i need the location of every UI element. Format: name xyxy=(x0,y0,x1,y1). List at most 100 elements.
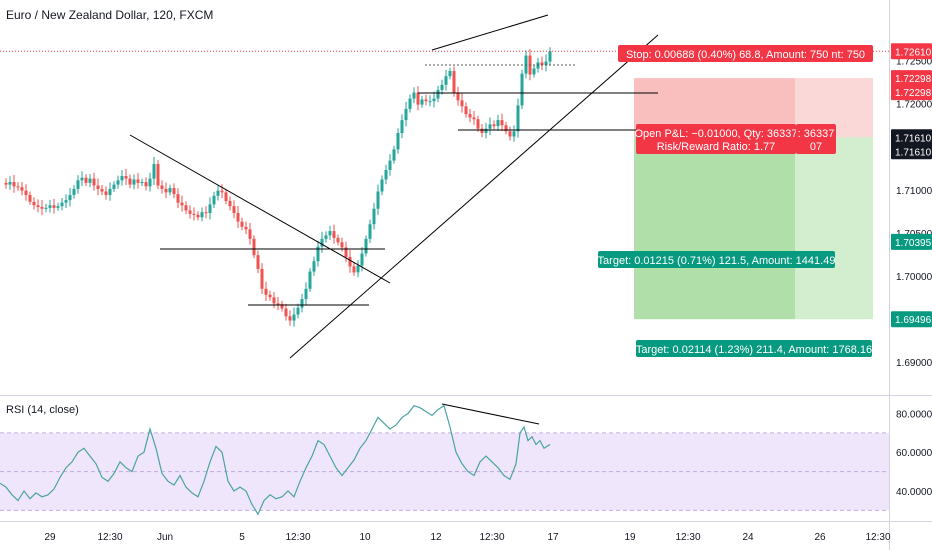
candle-body xyxy=(200,212,204,218)
candle-body xyxy=(292,314,296,321)
candle-body xyxy=(476,119,480,129)
price-marker-label: 1.70395 xyxy=(895,238,932,249)
time-tick-label: 17 xyxy=(547,532,559,543)
candle-body xyxy=(412,92,416,99)
time-tick-label: 12:30 xyxy=(97,532,122,543)
candle-body xyxy=(444,76,448,85)
time-tick-label: 5 xyxy=(239,532,245,543)
candle-body xyxy=(408,98,412,109)
candle-body xyxy=(244,226,248,230)
candle-body xyxy=(24,190,28,195)
candle-body xyxy=(136,179,140,183)
candle-body xyxy=(308,271,312,289)
time-tick-label: 10 xyxy=(359,532,371,543)
candle-body xyxy=(36,205,40,207)
candle-body xyxy=(436,89,440,99)
time-tick-label: 12:30 xyxy=(865,532,890,543)
candle-body xyxy=(96,185,100,189)
candle-body xyxy=(296,307,300,315)
price-marker-badge xyxy=(891,129,932,146)
rsi-tick-label: 60.0000 xyxy=(896,448,932,459)
candle-body xyxy=(384,170,388,180)
rsi-band-layer xyxy=(0,432,889,511)
candle-body xyxy=(500,120,504,126)
candle-body xyxy=(432,98,436,102)
candle-body xyxy=(252,238,256,256)
candle-body xyxy=(316,246,320,262)
candle-body xyxy=(76,180,80,189)
candle-body xyxy=(192,213,196,215)
candle-body xyxy=(508,131,512,137)
rsi-tick-label: 80.0000 xyxy=(896,409,932,420)
candle-body xyxy=(372,208,376,225)
candle-body xyxy=(220,190,224,193)
candle-body xyxy=(364,238,368,254)
candle-body xyxy=(224,192,228,201)
candle-body xyxy=(420,99,424,105)
candle-body xyxy=(276,303,280,305)
candle-body xyxy=(396,133,400,150)
candle-body xyxy=(480,128,484,133)
target-zone xyxy=(634,137,795,320)
candle-body xyxy=(336,237,340,243)
target-zone-ext xyxy=(795,137,873,320)
candle-body xyxy=(532,68,536,75)
price-marker-label: 1.72298 xyxy=(895,88,932,99)
time-tick-label: 29 xyxy=(44,532,56,543)
candle-body xyxy=(132,179,136,185)
candle-body xyxy=(284,308,288,317)
candle-body xyxy=(516,105,520,132)
candle-body xyxy=(264,288,268,295)
candle-body xyxy=(156,163,160,186)
price-marker-label: 1.71610 xyxy=(895,133,932,144)
candle-body xyxy=(388,160,392,170)
rsi-line xyxy=(0,404,551,516)
target1-label-bg xyxy=(598,251,835,268)
open-pnl-label-text: Open P&L: −0.01000, Qty: 36337 xyxy=(635,128,798,140)
candlestick-series xyxy=(4,47,552,327)
candle-body xyxy=(416,92,420,105)
candle-body xyxy=(196,214,200,218)
candle-body xyxy=(180,202,184,206)
candle-body xyxy=(448,71,452,77)
symbol-title: Euro / New Zealand Dollar, 120, FXCM xyxy=(6,8,213,22)
drawing-lines[interactable] xyxy=(0,14,889,425)
candle-body xyxy=(256,255,260,269)
candle-body xyxy=(352,266,356,273)
candle-body xyxy=(116,180,120,185)
candle-body xyxy=(360,253,364,266)
time-tick-label: 19 xyxy=(624,532,636,543)
candle-body xyxy=(488,124,492,129)
candle-body xyxy=(212,195,216,205)
candle-body xyxy=(140,182,144,184)
open-pnl-label-bg xyxy=(636,124,796,154)
candle-body xyxy=(332,231,336,238)
candle-body xyxy=(236,213,240,222)
rsi-divergence-price-line xyxy=(431,14,549,51)
candle-body xyxy=(124,176,128,179)
candle-body xyxy=(280,304,284,309)
uptrend-line xyxy=(289,34,659,359)
candle-body xyxy=(168,188,172,193)
time-tick-label: Jun xyxy=(157,532,173,543)
candle-body xyxy=(392,149,396,161)
candle-body xyxy=(344,247,348,257)
candle-body xyxy=(144,182,148,187)
candle-body xyxy=(104,191,108,195)
candle-body xyxy=(460,100,464,107)
rsi-series xyxy=(0,404,551,516)
candle-body xyxy=(8,182,12,185)
price-marker-label: 1.72610 xyxy=(895,47,932,58)
candle-body xyxy=(188,210,192,214)
candle-body xyxy=(184,205,188,211)
candle-body xyxy=(240,221,244,227)
rsi-title: RSI (14, close) xyxy=(6,404,79,416)
time-tick-label: 26 xyxy=(814,532,826,543)
candle-body xyxy=(512,131,516,137)
candle-body xyxy=(312,261,316,272)
candle-body xyxy=(176,194,180,203)
candle-body xyxy=(40,207,44,209)
candle-body xyxy=(12,182,16,187)
candle-body xyxy=(496,120,500,127)
